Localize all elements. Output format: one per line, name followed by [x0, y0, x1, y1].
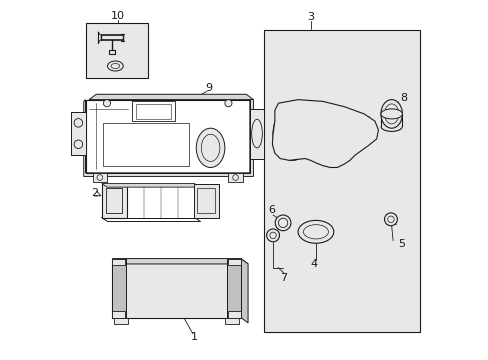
Bar	[112, 258, 125, 318]
Bar	[264, 30, 419, 332]
Text: 10: 10	[110, 12, 124, 21]
Text: 9: 9	[205, 83, 212, 93]
Ellipse shape	[196, 128, 224, 167]
Circle shape	[224, 100, 231, 107]
Ellipse shape	[320, 123, 350, 165]
Bar	[135, 104, 171, 118]
Bar	[194, 184, 219, 217]
Bar	[114, 318, 128, 324]
Text: 3: 3	[306, 13, 313, 22]
Polygon shape	[272, 100, 378, 167]
Circle shape	[275, 215, 290, 231]
Bar	[112, 258, 241, 318]
Text: 4: 4	[310, 259, 317, 269]
Bar	[227, 258, 241, 318]
Bar	[103, 123, 189, 166]
Polygon shape	[241, 258, 247, 323]
Circle shape	[74, 140, 82, 149]
Bar	[106, 188, 122, 213]
Text: 1: 1	[191, 332, 198, 342]
Bar	[85, 23, 148, 78]
Bar	[132, 102, 175, 121]
Bar	[224, 318, 239, 324]
Ellipse shape	[272, 107, 312, 160]
Polygon shape	[71, 112, 85, 155]
Circle shape	[266, 229, 279, 242]
Text: 7: 7	[280, 273, 287, 283]
Text: 6: 6	[267, 205, 274, 215]
Text: 5: 5	[397, 239, 405, 249]
Bar	[93, 173, 107, 182]
Text: 2: 2	[91, 188, 99, 198]
Polygon shape	[112, 258, 247, 264]
Bar	[112, 258, 124, 265]
Polygon shape	[249, 109, 264, 158]
Circle shape	[384, 213, 397, 226]
Circle shape	[74, 118, 82, 127]
Bar	[197, 188, 215, 213]
Ellipse shape	[380, 100, 402, 128]
Ellipse shape	[298, 220, 333, 243]
Ellipse shape	[107, 61, 123, 71]
Polygon shape	[83, 100, 253, 176]
Bar	[228, 311, 241, 318]
Polygon shape	[89, 94, 253, 100]
Bar	[102, 184, 126, 217]
Polygon shape	[102, 184, 200, 187]
Circle shape	[103, 100, 110, 107]
Ellipse shape	[380, 109, 402, 119]
Bar	[228, 173, 242, 182]
Bar	[228, 258, 241, 265]
Bar	[112, 311, 124, 318]
Text: 8: 8	[399, 93, 406, 103]
Bar	[85, 100, 249, 173]
